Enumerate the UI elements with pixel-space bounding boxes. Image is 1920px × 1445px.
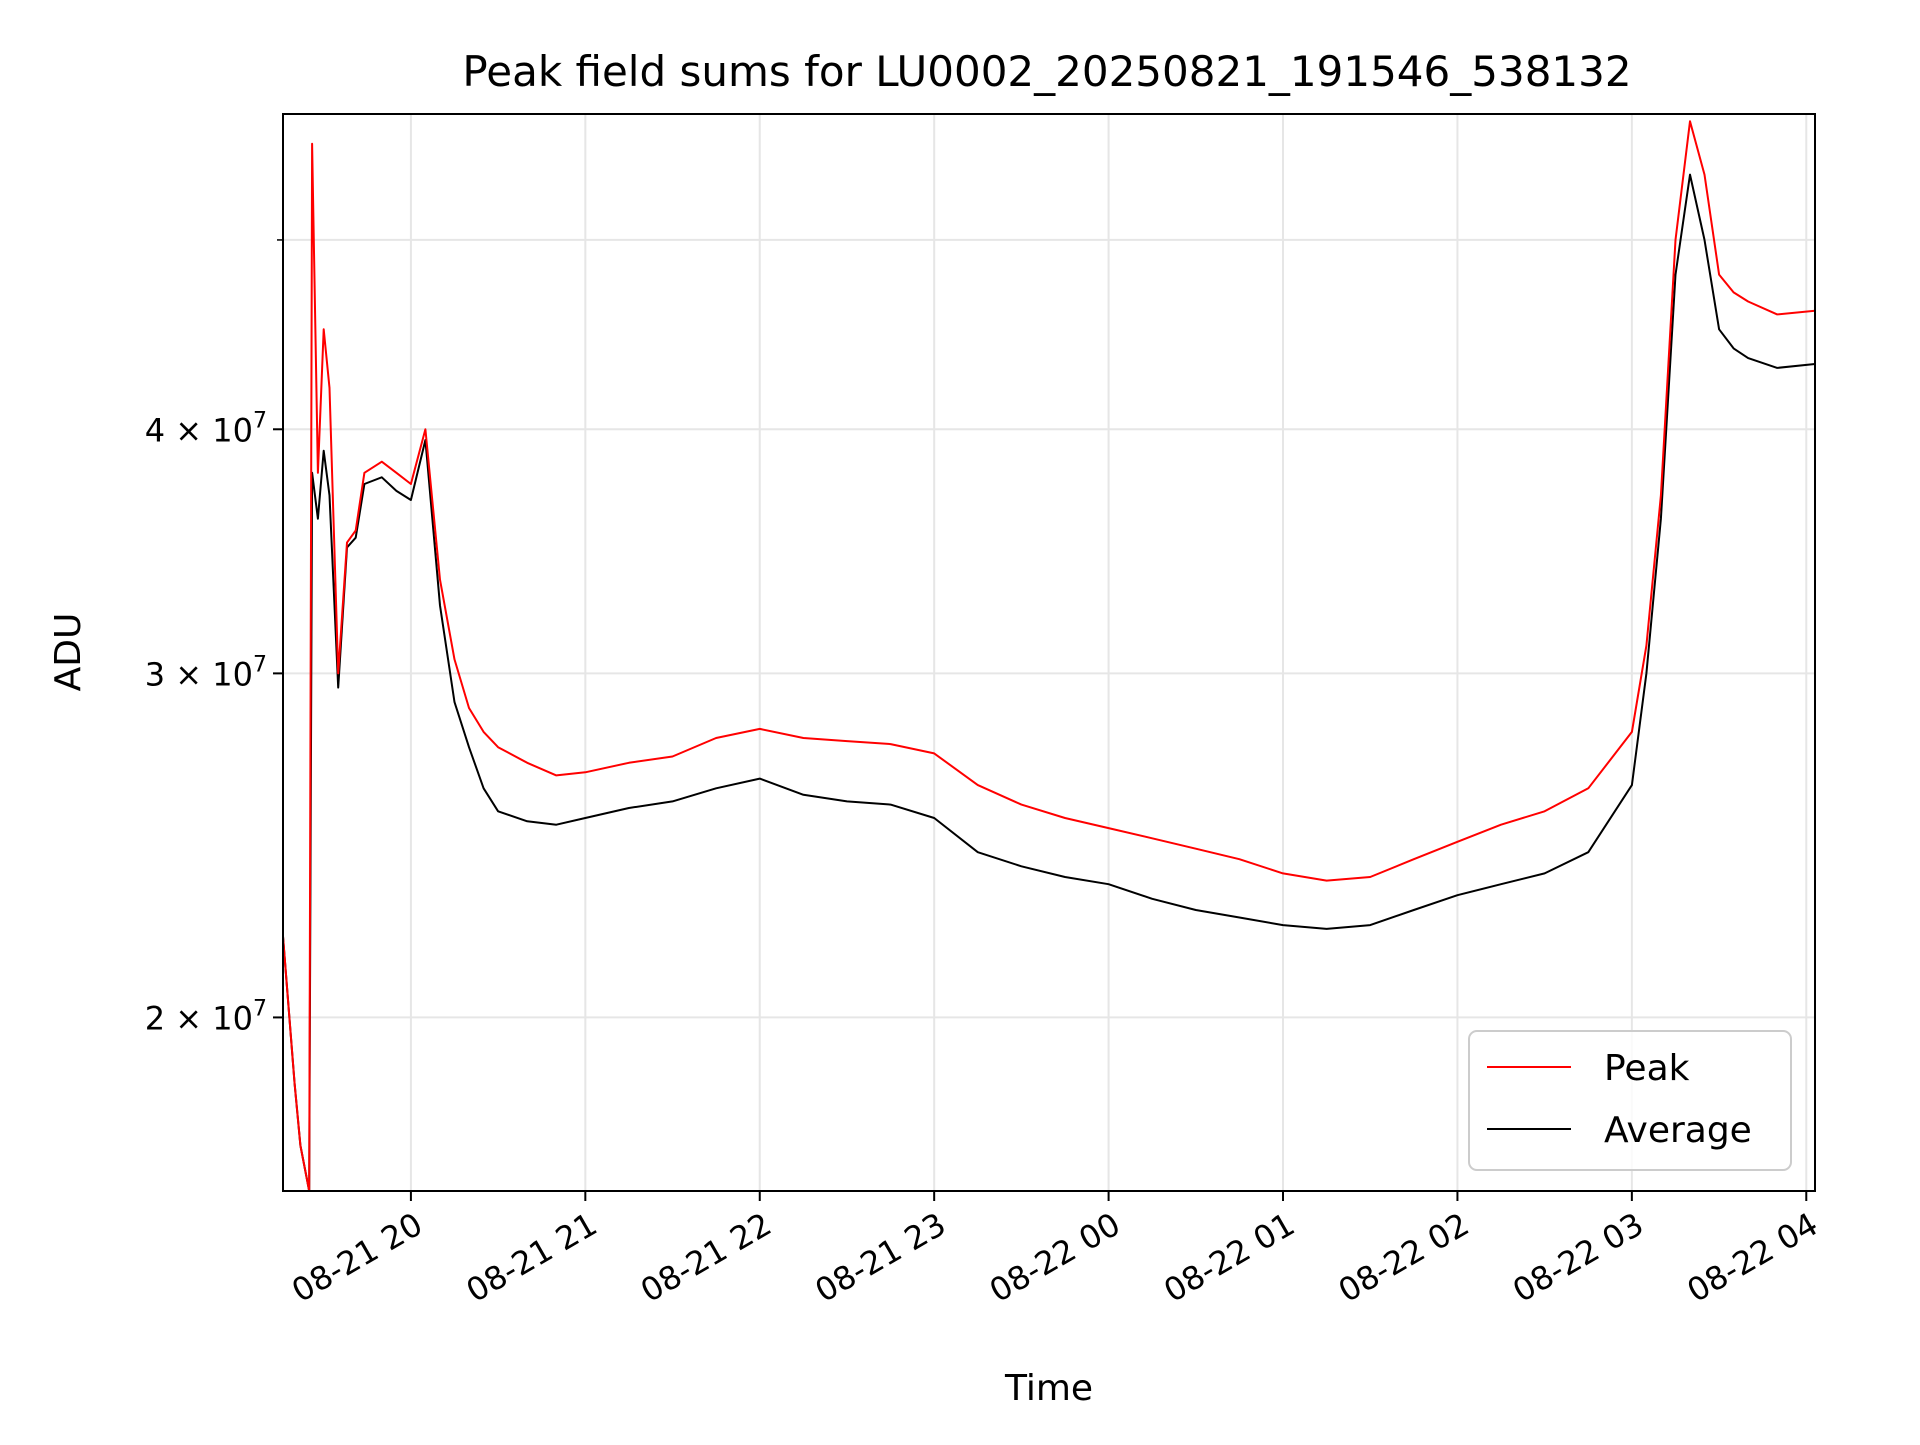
x-axis: 08-21 20 08-21 21 08-21 22 08-21 23 08-22 00… bbox=[285, 1191, 1824, 1310]
x-tick-label: 08-21 20 bbox=[285, 1205, 429, 1310]
legend: Peak Average bbox=[1468, 1030, 1792, 1171]
x-tick-label: 08-22 02 bbox=[1332, 1205, 1476, 1310]
series-line-peak bbox=[283, 120, 1815, 1191]
series-line-average bbox=[283, 173, 1815, 1191]
x-tick-label: 08-21 21 bbox=[460, 1205, 604, 1310]
x-tick-label: 08-22 04 bbox=[1681, 1205, 1825, 1310]
chart-title: Peak field sums for LU0002_20250821_1915… bbox=[462, 47, 1631, 96]
plot-frame bbox=[282, 113, 1816, 1192]
y-tick-label: 3 × 107 bbox=[145, 652, 267, 693]
legend-label-average: Average bbox=[1604, 1110, 1752, 1151]
y-tick-label: 2 × 107 bbox=[145, 996, 267, 1037]
x-tick-label: 08-22 00 bbox=[983, 1205, 1127, 1310]
y-tick-label: 4 × 107 bbox=[145, 408, 267, 449]
y-axis-label: ADU bbox=[48, 613, 89, 692]
series-layer bbox=[283, 120, 1815, 1191]
x-axis-label: Time bbox=[1004, 1368, 1093, 1409]
x-tick-label: 08-21 23 bbox=[809, 1205, 953, 1310]
legend-label-peak: Peak bbox=[1604, 1048, 1690, 1089]
legend-box bbox=[1468, 1030, 1792, 1171]
x-tick-label: 08-22 03 bbox=[1506, 1205, 1650, 1310]
x-tick-label: 08-22 01 bbox=[1157, 1205, 1301, 1310]
y-axis: 2 × 107 3 × 107 4 × 107 bbox=[145, 239, 283, 1037]
x-tick-label: 08-21 22 bbox=[634, 1205, 778, 1310]
grid bbox=[283, 114, 1815, 1191]
